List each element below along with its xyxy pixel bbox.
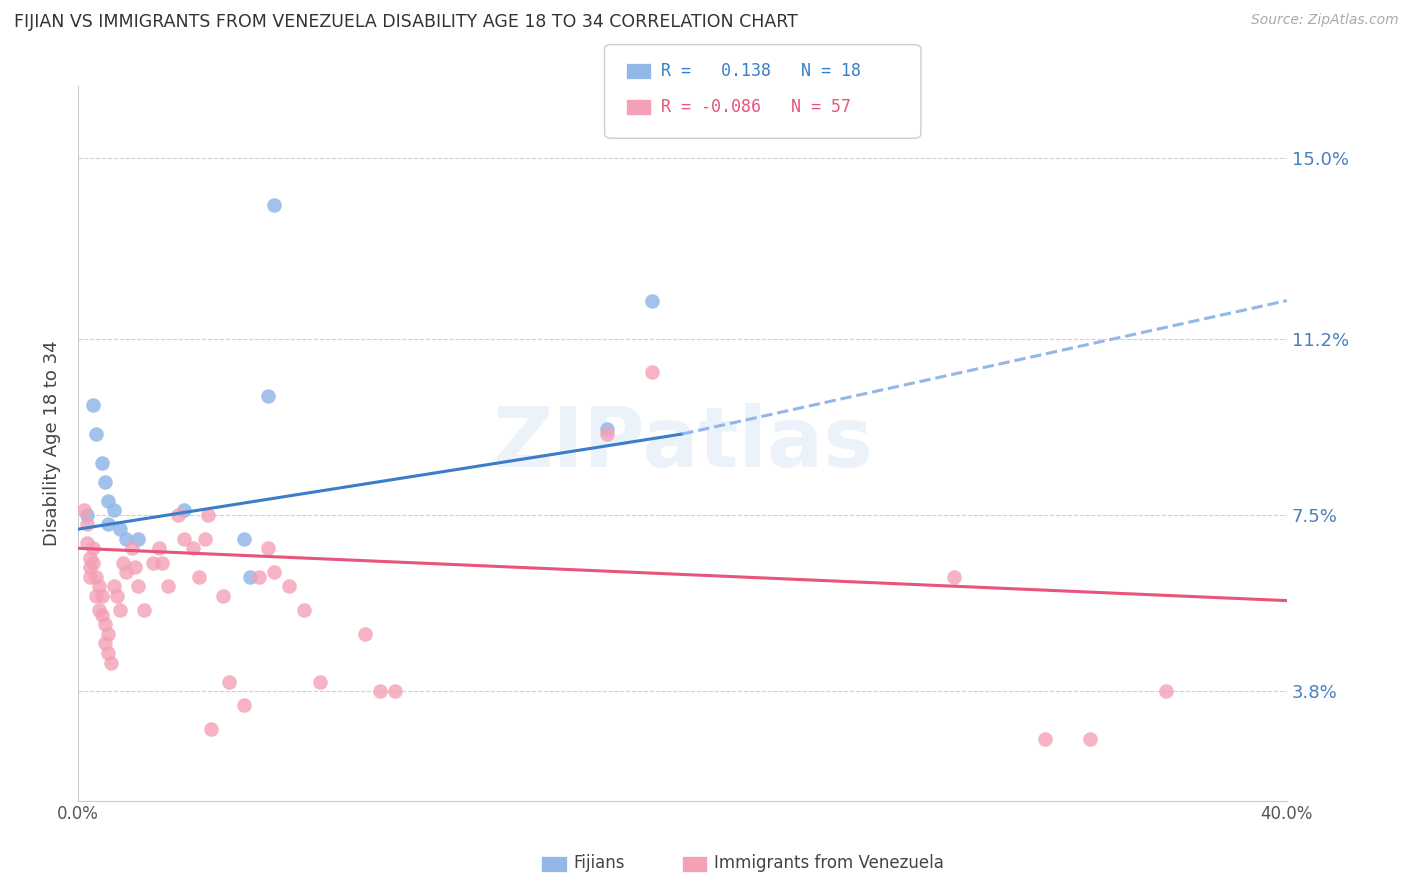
Point <box>94 636 117 650</box>
Point <box>97 517 120 532</box>
Point <box>173 503 195 517</box>
Point <box>91 607 114 622</box>
Point <box>108 603 131 617</box>
Point <box>596 427 619 442</box>
Point <box>233 532 256 546</box>
Text: Source: ZipAtlas.com: Source: ZipAtlas.com <box>1251 13 1399 28</box>
Point <box>87 603 110 617</box>
Point <box>84 427 107 442</box>
Point <box>91 456 114 470</box>
Point <box>82 556 104 570</box>
Point <box>127 532 149 546</box>
Point <box>97 627 120 641</box>
Point <box>368 684 391 698</box>
Point <box>194 532 217 546</box>
Text: Fijians: Fijians <box>574 855 626 872</box>
Point <box>142 556 165 570</box>
Text: Immigrants from Venezuela: Immigrants from Venezuela <box>714 855 943 872</box>
Point <box>354 627 377 641</box>
Point <box>105 589 128 603</box>
Point <box>239 570 262 584</box>
Point <box>79 560 101 574</box>
Point <box>82 541 104 556</box>
Point <box>197 508 219 522</box>
Point <box>76 536 98 550</box>
Point <box>173 532 195 546</box>
Text: R = -0.086   N = 57: R = -0.086 N = 57 <box>661 98 851 116</box>
Point <box>212 589 235 603</box>
Point <box>200 722 222 736</box>
Point <box>181 541 204 556</box>
Point <box>187 570 209 584</box>
Point <box>384 684 406 698</box>
Point <box>97 493 120 508</box>
Point <box>641 293 664 308</box>
Point <box>108 522 131 536</box>
Point <box>233 698 256 713</box>
Point <box>87 579 110 593</box>
Point <box>263 565 285 579</box>
Point <box>278 579 301 593</box>
Point <box>294 603 316 617</box>
Point <box>157 579 180 593</box>
Point <box>596 422 619 436</box>
Point <box>115 565 138 579</box>
Point <box>115 532 138 546</box>
Point <box>1033 731 1056 746</box>
Point <box>82 398 104 412</box>
Point <box>943 570 966 584</box>
Point <box>257 389 280 403</box>
Point <box>641 365 664 379</box>
Point <box>121 541 143 556</box>
Point <box>124 560 146 574</box>
Point <box>91 589 114 603</box>
Point <box>218 674 240 689</box>
Point <box>112 556 135 570</box>
Y-axis label: Disability Age 18 to 34: Disability Age 18 to 34 <box>44 341 60 546</box>
Point <box>73 503 96 517</box>
Text: ZIPatlas: ZIPatlas <box>492 403 873 484</box>
Point <box>1154 684 1177 698</box>
Point <box>166 508 188 522</box>
Point <box>76 508 98 522</box>
Point <box>103 579 125 593</box>
Point <box>148 541 170 556</box>
Point <box>94 475 117 489</box>
Point <box>84 589 107 603</box>
Point <box>100 656 122 670</box>
Point <box>94 617 117 632</box>
Point <box>103 503 125 517</box>
Point <box>79 570 101 584</box>
Point <box>263 198 285 212</box>
Point <box>1080 731 1102 746</box>
Point <box>79 550 101 565</box>
Point <box>247 570 270 584</box>
Point <box>152 556 174 570</box>
Point <box>134 603 156 617</box>
Point <box>257 541 280 556</box>
Text: R =   0.138   N = 18: R = 0.138 N = 18 <box>661 62 860 80</box>
Point <box>84 570 107 584</box>
Text: FIJIAN VS IMMIGRANTS FROM VENEZUELA DISABILITY AGE 18 TO 34 CORRELATION CHART: FIJIAN VS IMMIGRANTS FROM VENEZUELA DISA… <box>14 13 799 31</box>
Point <box>76 517 98 532</box>
Point <box>308 674 330 689</box>
Point <box>127 579 149 593</box>
Point <box>97 646 120 660</box>
